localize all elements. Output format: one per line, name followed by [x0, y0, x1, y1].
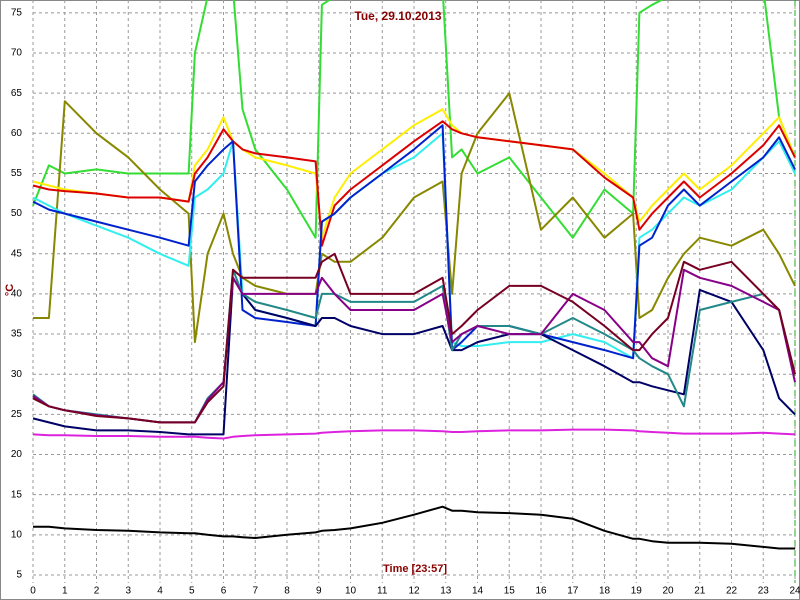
y-tick-label: 20	[11, 449, 23, 460]
x-tick-label: 1	[62, 586, 68, 597]
y-tick-label: 30	[11, 369, 23, 380]
x-tick-label: 21	[694, 586, 706, 597]
x-axis-label: Time [23:57]	[383, 563, 447, 575]
series-line	[32, 0, 796, 239]
x-tick-label: 18	[599, 586, 611, 597]
x-tick-label: 7	[252, 586, 258, 597]
y-tick-label: 70	[11, 48, 23, 59]
series-line	[32, 124, 796, 360]
series-line	[33, 505, 795, 550]
x-tick-label: 6	[221, 586, 227, 597]
series-line	[32, 132, 796, 360]
y-tick-label: 15	[11, 489, 23, 500]
x-tick-label: 17	[567, 586, 579, 597]
x-tick-label: 8	[284, 586, 290, 597]
series-line	[32, 428, 796, 440]
x-tick-label: 12	[408, 586, 420, 597]
x-tick-label: 15	[504, 586, 516, 597]
x-tick-label: 16	[535, 586, 547, 597]
series-line	[32, 276, 796, 436]
x-tick-label: 10	[345, 586, 357, 597]
x-tick-label: 20	[662, 586, 674, 597]
y-tick-label: 50	[11, 208, 23, 219]
x-tick-label: 23	[758, 586, 770, 597]
x-tick-label: 4	[157, 586, 163, 597]
x-tick-label: 11	[377, 586, 388, 597]
chart-title: Tue, 29.10.2013	[354, 9, 441, 23]
x-tick-label: 9	[316, 586, 322, 597]
x-tick-label: 2	[94, 586, 100, 597]
y-tick-label: 55	[11, 168, 23, 179]
x-tick-label: 0	[30, 586, 36, 597]
y-tick-label: 5	[16, 570, 22, 581]
x-tick-label: 5	[189, 586, 195, 597]
series-line	[32, 252, 796, 424]
series-line	[32, 120, 796, 247]
x-tick-label: 3	[125, 586, 131, 597]
x-tick-label: 14	[472, 586, 484, 597]
y-tick-label: 75	[11, 7, 23, 18]
y-tick-label: 45	[11, 248, 23, 259]
y-tick-label: 65	[11, 88, 23, 99]
y-tick-label: 10	[11, 529, 23, 540]
x-tick-label: 22	[726, 586, 738, 597]
y-tick-label: 60	[11, 128, 23, 139]
x-tick-label: 19	[631, 586, 643, 597]
x-tick-label: 24	[789, 586, 800, 597]
y-tick-label: 40	[11, 289, 23, 300]
y-tick-label: 35	[11, 329, 23, 340]
y-tick-label: 25	[11, 409, 23, 420]
x-tick-label: 13	[440, 586, 452, 597]
y-axis-label: °C	[4, 284, 16, 296]
